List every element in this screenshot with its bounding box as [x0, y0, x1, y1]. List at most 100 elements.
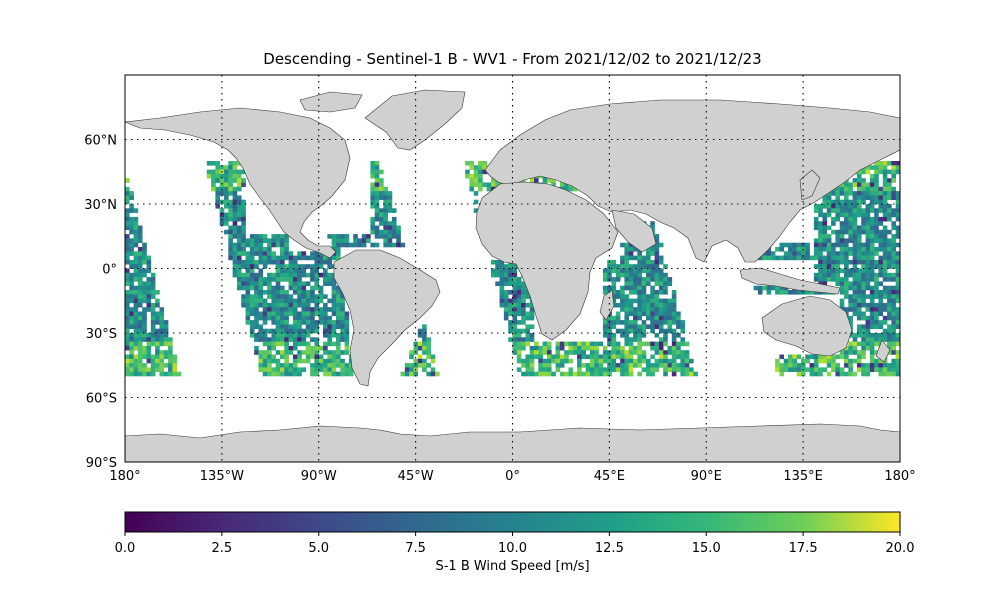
wind-cell: [236, 216, 242, 222]
wind-cell: [882, 358, 888, 364]
wind-cell: [241, 225, 246, 231]
wind-cell: [607, 371, 612, 377]
wind-cell: [236, 204, 242, 209]
wind-cell: [762, 255, 767, 261]
wind-cell: [826, 255, 832, 261]
wind-cell: [865, 363, 871, 368]
wind-cell: [852, 337, 858, 342]
wind-cell: [163, 328, 169, 334]
wind-cell: [314, 259, 320, 265]
wind-cell: [874, 182, 879, 188]
wind-cell: [228, 173, 233, 179]
wind-cell: [142, 255, 147, 261]
wind-cell: [878, 195, 884, 200]
wind-cell: [805, 358, 810, 364]
wind-cell: [891, 264, 896, 269]
wind-cell: [383, 199, 388, 205]
wind-cell: [818, 251, 823, 256]
wind-cell: [826, 277, 832, 282]
wind-cell: [895, 354, 900, 360]
wind-cell: [611, 350, 617, 355]
wind-cell: [624, 371, 630, 377]
colorbar-tick-label: 5.0: [308, 541, 329, 556]
wind-cell: [150, 358, 156, 364]
wind-cell: [301, 272, 307, 278]
wind-cell: [133, 277, 139, 282]
wind-cell: [525, 315, 531, 321]
wind-cell: [667, 345, 673, 351]
wind-cell: [895, 341, 900, 347]
wind-cell: [809, 363, 815, 368]
wind-cell: [663, 302, 668, 308]
wind-cell: [271, 255, 276, 261]
wind-cell: [215, 204, 221, 209]
wind-cell: [615, 328, 621, 334]
wind-cell: [684, 358, 690, 364]
wind-cell: [155, 302, 160, 308]
wind-cell: [301, 307, 307, 312]
wind-cell: [818, 234, 823, 239]
wind-cell: [654, 311, 660, 317]
wind-cell: [856, 238, 862, 243]
wind-cell: [865, 191, 871, 196]
wind-cell: [887, 367, 892, 372]
wind-cell: [284, 234, 289, 239]
wind-cell: [839, 281, 845, 286]
wind-cell: [288, 337, 294, 342]
wind-cell: [654, 333, 660, 338]
wind-cell: [887, 212, 892, 218]
wind-cell: [426, 345, 431, 351]
wind-cell: [844, 307, 849, 312]
wind-cell: [271, 294, 276, 299]
wind-cell: [146, 290, 152, 295]
wind-cell: [344, 320, 350, 325]
wind-cell: [417, 363, 423, 368]
wind-cell: [258, 285, 264, 291]
wind-cell: [206, 173, 212, 179]
lon-tick-label: 45°W: [398, 469, 434, 484]
wind-cell: [878, 371, 884, 377]
wind-cell: [301, 311, 307, 317]
wind-cell: [585, 367, 591, 372]
wind-cell: [146, 277, 152, 282]
wind-cell: [146, 255, 152, 261]
wind-cell: [637, 285, 642, 291]
wind-cell: [538, 367, 543, 372]
wind-cell: [508, 264, 513, 269]
wind-cell: [891, 328, 896, 334]
wind-cell: [133, 354, 139, 360]
wind-cell: [831, 354, 836, 360]
wind-cell: [258, 272, 264, 278]
wind-cell: [551, 358, 556, 364]
wind-cell: [882, 199, 888, 205]
wind-cell: [839, 255, 845, 261]
wind-cell: [150, 315, 156, 321]
wind-cell: [267, 328, 272, 334]
wind-cell: [882, 195, 888, 200]
wind-cell: [874, 221, 879, 226]
wind-cell: [512, 281, 518, 286]
wind-cell: [844, 358, 849, 364]
wind-cell: [262, 354, 268, 360]
wind-cell: [874, 161, 879, 166]
wind-cell: [512, 302, 518, 308]
wind-cell: [813, 221, 819, 226]
wind-cell: [292, 337, 298, 342]
wind-cell: [822, 238, 828, 243]
wind-cell: [400, 242, 406, 248]
wind-cell: [335, 298, 341, 304]
wind-cell: [818, 371, 823, 377]
wind-cell: [521, 328, 526, 334]
wind-cell: [340, 367, 345, 372]
wind-cell: [232, 264, 238, 269]
wind-cell: [503, 315, 509, 321]
wind-cell: [766, 255, 772, 261]
wind-cell: [262, 259, 268, 265]
colorbar-gradient: [124, 511, 901, 533]
wind-cell: [895, 264, 900, 269]
land-new-zealand: [875, 339, 891, 363]
wind-cell: [297, 354, 302, 360]
wind-cell: [521, 341, 526, 347]
wind-cell: [288, 345, 294, 351]
wind-cell: [628, 272, 634, 278]
